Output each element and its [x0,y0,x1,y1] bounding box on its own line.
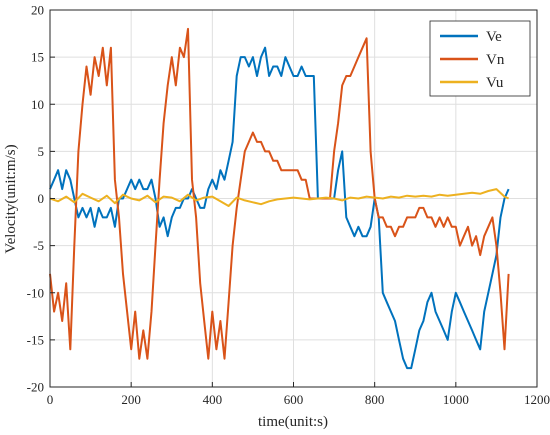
y-tick-label: 20 [31,3,44,18]
series-layer [49,27,510,370]
series-line-vn [49,27,510,360]
legend-label-vu: Vu [486,75,504,91]
x-tick-label: 1000 [443,392,469,407]
x-axis-title: time(unit:s) [258,414,328,430]
x-tick-label: 400 [203,392,223,407]
y-tick-label: 5 [38,144,45,159]
y-tick-label: 10 [31,97,44,112]
series-line-ve [49,46,510,370]
y-tick-label: -10 [27,285,44,300]
legend-label-vn: Vn [486,52,505,68]
y-tick-label: -20 [27,380,44,395]
y-tick-label: -5 [33,238,44,253]
ticks: 0 200 400 600 800 1000 1200 -20 -15 -10 -5 0 5 10 15 20 [27,3,550,408]
x-tick-label: 600 [284,392,304,407]
series-line-vu [49,188,510,207]
x-tick-label: 0 [47,392,54,407]
y-axis-title: Velocity(unit:m/s) [3,144,19,253]
legend: Ve Vn Vu [429,20,531,97]
legend-label-ve: Ve [486,29,502,45]
x-tick-label: 800 [365,392,385,407]
x-tick-label: 1200 [524,392,550,407]
y-tick-label: 15 [31,50,44,65]
y-tick-label: 0 [38,191,45,206]
y-tick-label: -15 [27,332,44,347]
x-tick-label: 200 [121,392,141,407]
